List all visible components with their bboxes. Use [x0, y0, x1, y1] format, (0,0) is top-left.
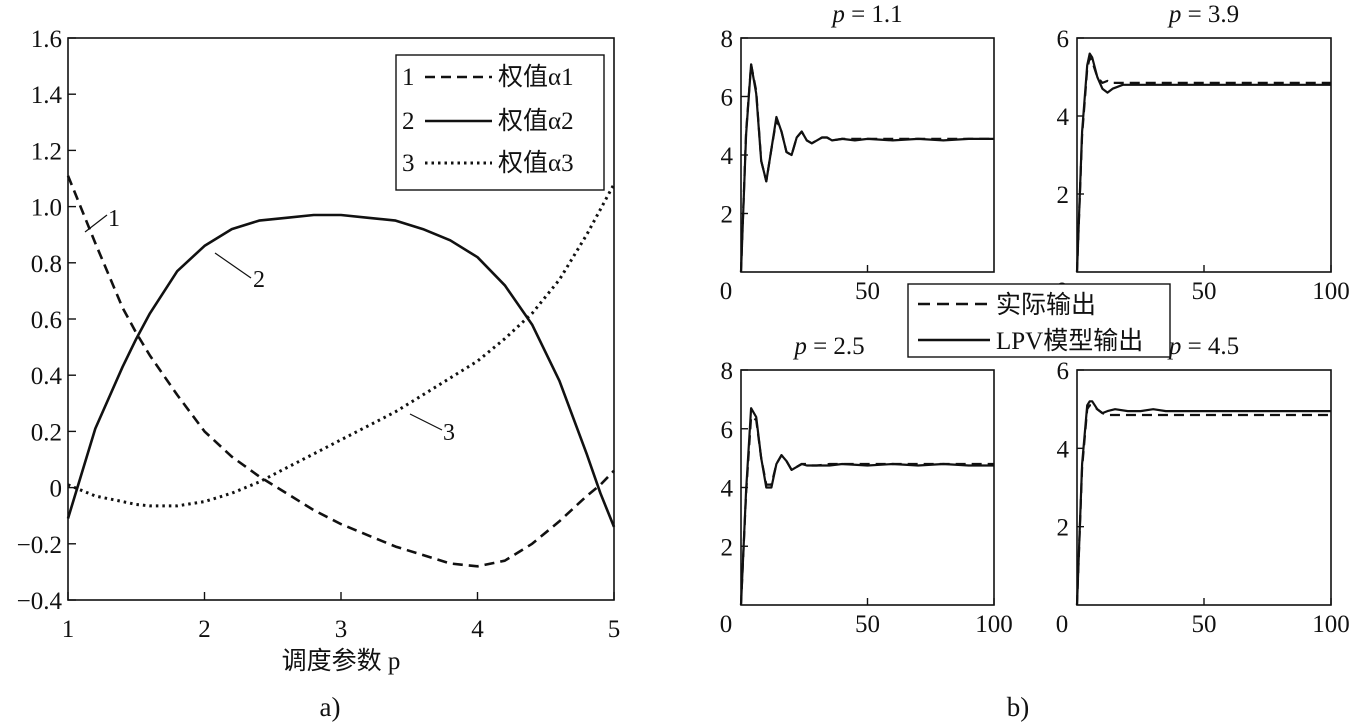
legend-b-actual-text: 实际输出: [996, 291, 1096, 319]
series-line-actual: [1075, 404, 1331, 606]
series-line-actual: [739, 63, 994, 273]
y-tick-label: 1.0: [31, 195, 62, 222]
subplot-title-2-5: p = 2.5: [792, 333, 864, 360]
y-tick-label: 4: [1057, 104, 1070, 131]
panel-a-y-ticks: 1.6 1.4 1.2 1.0 0.8 0.6 0.4 0.2 0 −0.2 −0.4: [17, 26, 76, 615]
series-line-weight-1: [66, 175, 615, 568]
x-tick-label: 100: [975, 611, 1013, 638]
y-tick-label: 0.6: [31, 307, 62, 334]
y-tick-label: 6: [721, 417, 734, 444]
curve-2-leader-line: [214, 252, 252, 279]
y-tick-label: 8: [721, 26, 734, 53]
curve-1-label: 1: [108, 206, 120, 232]
curve-3-label: 3: [443, 420, 455, 446]
subplot-p-1-1: p = 1.1 8 6 4 2 0 50: [720, 1, 995, 305]
y-tick-label: 1.6: [31, 26, 62, 53]
y-tick-label: 2: [1057, 515, 1070, 542]
subplot-p-3-9: p = 3.9642050100: [1056, 1, 1350, 305]
series-line-weight-3: [67, 183, 616, 508]
legend-a-2-text: 权值α2: [498, 107, 574, 135]
curve-2-label: 2: [253, 267, 265, 293]
panel-b-legend: 实际输出 LPV模型输出: [907, 283, 1171, 358]
panel-b: p = 1.1 8 6 4 2 0 50 p = 3.9 6 4 2 0 50 100 p = 2.5 8…: [720, 1, 1350, 722]
panel-a-legend: 1 权值α1 2 权值α2 3 权值α3: [395, 54, 605, 191]
series-line-lpv: [1075, 400, 1331, 606]
subplot-frame-1-1: [740, 37, 995, 273]
curve-1-leader-line: [84, 214, 108, 233]
panel-a-x-axis-label: 调度参数 p: [282, 647, 401, 675]
y-tick-label: 1.4: [31, 82, 63, 109]
x-tick-label: 3: [335, 616, 348, 643]
series-line-actual: [1075, 56, 1331, 273]
legend-a-1-number: 1: [402, 64, 415, 91]
x-tick-label: 0: [720, 278, 733, 305]
curve-3-leader-line: [409, 413, 443, 431]
y-tick-label: −0.2: [17, 532, 62, 559]
x-tick-label: 50: [855, 278, 880, 305]
y-tick-label: 6: [1057, 26, 1070, 53]
subplot-p-2-5: p = 2.5 8 6 4 2 0 50 100: [720, 333, 1013, 638]
x-tick-label: 100: [1312, 611, 1350, 638]
x-tick-label: 5: [608, 616, 621, 643]
y-tick-label: 2: [721, 534, 734, 561]
series-line-lpv: [1075, 52, 1331, 273]
y-tick-label: 6: [1057, 358, 1070, 385]
panel-a-curve-labels: 1 2 3: [84, 206, 455, 446]
y-tick-label: 8: [721, 358, 734, 385]
y-tick-label: 2: [1057, 182, 1070, 209]
y-tick-label: 1.2: [31, 138, 62, 165]
y-tick-label: 0: [50, 476, 63, 503]
x-tick-label: 0: [720, 611, 733, 638]
y-tick-label: 0.4: [31, 363, 63, 390]
subplot-frame-2-5: [740, 369, 995, 606]
legend-a-2-number: 2: [402, 108, 415, 135]
x-tick-label: 2: [198, 616, 211, 643]
series-line-weight-2: [66, 213, 616, 528]
x-tick-label: 0: [1056, 611, 1069, 638]
y-tick-label: 0.8: [31, 251, 62, 278]
legend-a-1-text: 权值α1: [498, 63, 574, 91]
subplot-p-4-5: p = 4.5 6 4 2 0 50 100: [1056, 333, 1350, 638]
x-tick-label: 100: [1312, 278, 1350, 305]
panel-b-legend-box: [907, 283, 1171, 358]
y-tick-label: 2: [721, 202, 734, 229]
subplot-frame-4-5: [1076, 369, 1332, 606]
x-tick-label: 1: [62, 616, 75, 643]
y-tick-label: 6: [721, 85, 734, 112]
series-line-lpv: [739, 407, 994, 606]
legend-a-3-number: 3: [402, 150, 415, 177]
subplot-title-3-9: p = 3.9: [1167, 1, 1239, 28]
x-tick-label: 50: [855, 611, 880, 638]
y-tick-label: 4: [721, 476, 734, 503]
legend-a-3-text: 权值α3: [498, 149, 574, 177]
panel-a-curves: [66, 175, 616, 568]
legend-b-model-text: LPV模型输出: [996, 327, 1143, 355]
subplot-frame-3-9: [1076, 37, 1332, 273]
y-tick-label: 4: [1057, 436, 1070, 463]
series-line-actual: [739, 415, 994, 606]
panel-a-caption: a): [320, 692, 341, 722]
x-tick-label: 50: [1192, 611, 1217, 638]
series-line-lpv: [739, 63, 994, 273]
panel-a-x-ticks: 1 2 3 4 5: [62, 592, 621, 643]
panel-b-caption: b): [1007, 692, 1030, 722]
x-tick-label: 4: [471, 616, 484, 643]
subplot-title-1-1: p = 1.1: [830, 1, 902, 28]
x-tick-label: 50: [1192, 278, 1217, 305]
subplot-title-4-5: p = 4.5: [1167, 333, 1239, 360]
y-tick-label: 0.2: [31, 419, 62, 446]
y-tick-label: −0.4: [17, 588, 63, 615]
y-tick-label: 4: [721, 143, 734, 170]
